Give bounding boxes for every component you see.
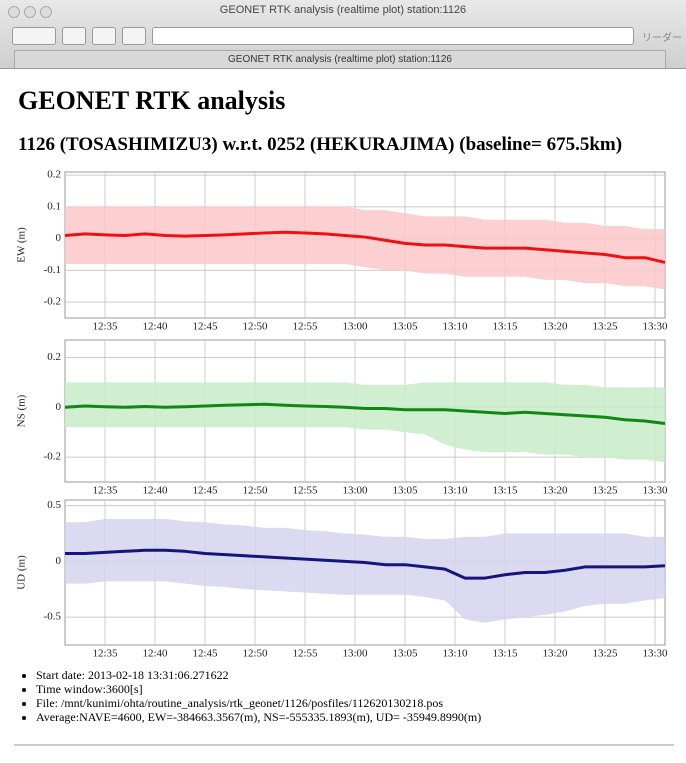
y-tick-label: 0.2 [47, 351, 61, 363]
x-tick-label: 12:45 [192, 321, 218, 333]
x-tick-label: 13:15 [492, 321, 518, 333]
x-tick-label: 13:15 [492, 648, 518, 660]
x-tick-label: 12:50 [242, 321, 268, 333]
window-title: GEONET RTK analysis (realtime plot) stat… [219, 4, 467, 16]
y-axis-label: UD (m) [16, 555, 28, 590]
x-tick-label: 13:25 [592, 485, 618, 497]
info-item: Start date: 2013-02-18 13:31:06.271622 [36, 668, 481, 682]
reader-button[interactable]: リーダー [642, 33, 682, 44]
data-line [64, 402, 666, 425]
zoom-button[interactable] [40, 6, 52, 18]
x-tick-label: 13:30 [642, 485, 668, 497]
x-tick-label: 13:15 [492, 485, 518, 497]
x-tick-label: 12:55 [292, 485, 318, 497]
minimize-button[interactable] [24, 6, 36, 18]
info-item: Time window:3600[s] [36, 682, 481, 696]
x-tick-label: 13:05 [392, 648, 418, 660]
x-tick-label: 13:20 [542, 485, 568, 497]
x-tick-label: 12:35 [92, 321, 118, 333]
home-button[interactable] [92, 27, 116, 45]
close-button[interactable] [8, 6, 20, 18]
x-tick-label: 12:50 [242, 485, 268, 497]
y-tick-label: -0.1 [44, 264, 61, 276]
x-tick-label: 12:40 [142, 485, 168, 497]
x-tick-label: 12:35 [92, 485, 118, 497]
x-tick-label: 12:45 [192, 485, 218, 497]
back-forward[interactable] [12, 27, 56, 45]
y-tick-label: -0.5 [44, 611, 62, 623]
x-tick-label: 13:05 [392, 321, 418, 333]
x-tick-label: 12:45 [192, 648, 218, 660]
x-tick-label: 13:25 [592, 321, 618, 333]
y-tick-label: -0.2 [44, 296, 61, 308]
data-line [65, 548, 666, 580]
y-tick-label: 0.1 [47, 200, 61, 212]
info-list: Start date: 2013-02-18 13:31:06.271622Ti… [20, 668, 481, 724]
x-tick-label: 13:30 [642, 648, 668, 660]
x-tick-label: 13:00 [342, 321, 368, 333]
x-tick-label: 12:55 [292, 648, 318, 660]
info-item: File: /mnt/kunimi/ohta/routine_analysis/… [36, 696, 481, 710]
y-tick-label: 0.5 [47, 499, 61, 511]
share-button[interactable] [122, 27, 146, 45]
x-tick-label: 13:10 [442, 485, 468, 497]
x-tick-label: 13:20 [542, 321, 568, 333]
info-item: Average:NAVE=4600, EW=-384663.3567(m), N… [36, 710, 481, 724]
x-tick-label: 13:00 [342, 648, 368, 660]
y-tick-label: 0 [56, 232, 62, 244]
tab[interactable]: GEONET RTK analysis (realtime plot) stat… [14, 50, 666, 68]
x-tick-label: 13:30 [642, 321, 668, 333]
page-title: GEONET RTK analysis [18, 86, 286, 115]
error-band [65, 518, 665, 623]
x-tick-label: 12:55 [292, 321, 318, 333]
browser-chrome: GEONET RTK analysis (realtime plot) stat… [0, 0, 686, 69]
x-tick-label: 13:00 [342, 485, 368, 497]
y-tick-label: 0 [56, 401, 62, 413]
cloud-button[interactable] [62, 27, 86, 45]
x-tick-label: 12:40 [142, 648, 168, 660]
address-bar[interactable] [152, 27, 634, 45]
x-tick-label: 13:20 [542, 648, 568, 660]
x-tick-label: 13:10 [442, 648, 468, 660]
y-axis-label: EW (m) [16, 227, 28, 263]
y-tick-label: -0.2 [44, 451, 61, 463]
x-tick-label: 13:25 [592, 648, 618, 660]
x-tick-label: 12:50 [242, 648, 268, 660]
x-tick-label: 12:35 [92, 648, 118, 660]
y-tick-label: 0.2 [47, 169, 61, 181]
data-line [64, 230, 666, 264]
footer-rule [14, 744, 674, 746]
charts: 12:35 12:40 12:45 12:50 12:55 13:00 13:05 13:10… [16, 169, 668, 660]
y-axis-label: NS (m) [16, 394, 28, 427]
x-tick-label: 12:40 [142, 321, 168, 333]
error-band [65, 206, 665, 290]
page-subtitle: 1126 (TOSASHIMIZU3) w.r.t. 0252 (HEKURAJ… [18, 134, 623, 155]
x-tick-label: 13:05 [392, 485, 418, 497]
y-tick-label: 0 [56, 555, 62, 567]
x-tick-label: 13:10 [442, 321, 468, 333]
error-band [65, 382, 665, 463]
